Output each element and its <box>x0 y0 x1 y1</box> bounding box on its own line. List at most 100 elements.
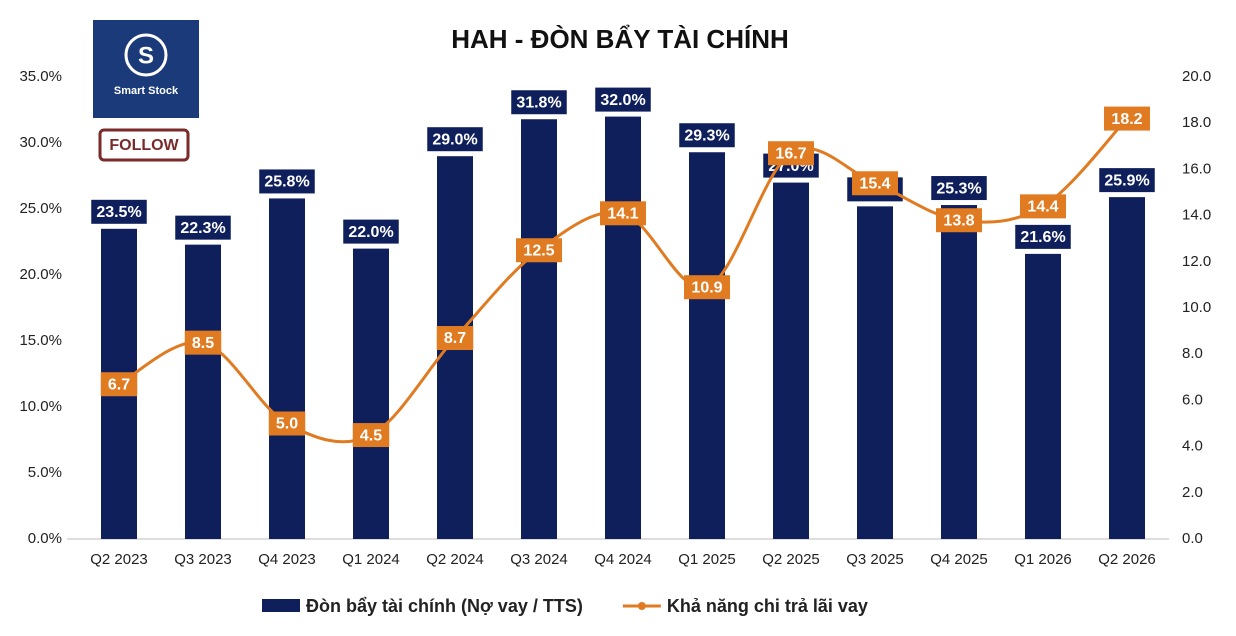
x-tick-label: Q2 2026 <box>1098 551 1156 568</box>
line-value-label: 14.4 <box>1027 199 1058 216</box>
x-tick-label: Q1 2024 <box>342 551 400 568</box>
line-value-label: 15.4 <box>859 175 890 192</box>
y2-tick-label: 20.0 <box>1182 68 1211 85</box>
line-value-label: 13.8 <box>943 212 974 229</box>
line-value-label-bg <box>352 423 390 448</box>
line-value-label: 10.9 <box>691 279 722 296</box>
bar <box>605 116 641 539</box>
bar <box>1109 197 1145 539</box>
bar <box>773 182 809 539</box>
line-value-label-bg <box>184 330 222 355</box>
y2-tick-label: 4.0 <box>1182 438 1203 455</box>
bar-value-label-bg <box>679 123 735 148</box>
line-value-label-bg <box>436 326 474 351</box>
bar-value-label: 32.0% <box>600 92 645 109</box>
y2-tick-label: 2.0 <box>1182 484 1203 501</box>
bar-value-label: 29.0% <box>432 131 477 148</box>
bar <box>941 205 977 540</box>
bar-value-label-bg <box>175 215 231 240</box>
bar-value-label-bg <box>931 176 987 201</box>
y2-tick-label: 16.0 <box>1182 160 1211 177</box>
bar-value-label-bg <box>595 87 651 112</box>
bar <box>353 248 389 539</box>
y-tick-label: 35.0% <box>19 68 62 85</box>
y2-tick-label: 0.0 <box>1182 530 1203 547</box>
bar-value-label: 31.8% <box>516 94 561 111</box>
y-tick-label: 5.0% <box>28 464 62 481</box>
x-tick-label: Q4 2024 <box>594 551 652 568</box>
y2-tick-label: 6.0 <box>1182 391 1203 408</box>
line-value-label-bg <box>936 208 982 233</box>
line-value-label: 16.7 <box>775 145 806 162</box>
bar-value-label-bg <box>1015 224 1071 249</box>
bar-value-label: 22.3% <box>180 220 225 237</box>
x-tick-label: Q3 2023 <box>174 551 232 568</box>
logo-s: S <box>138 42 154 69</box>
bar-value-label-bg <box>259 169 315 194</box>
y2-tick-label: 8.0 <box>1182 345 1203 362</box>
y2-tick-label: 10.0 <box>1182 299 1211 316</box>
line-value-label-bg <box>516 238 562 263</box>
bar-value-label: 25.8% <box>264 174 309 191</box>
bar <box>857 206 893 540</box>
line-value-label: 14.1 <box>607 206 638 223</box>
x-tick-label: Q2 2025 <box>762 551 820 568</box>
y-tick-label: 25.0% <box>19 200 62 217</box>
legend-swatch <box>262 599 300 612</box>
bar <box>185 244 221 539</box>
line-value-label-bg <box>1020 194 1066 219</box>
x-tick-label: Q3 2025 <box>846 551 904 568</box>
y-tick-label: 10.0% <box>19 398 62 415</box>
bar-value-label-bg <box>91 199 147 224</box>
x-tick-label: Q4 2023 <box>258 551 316 568</box>
line-value-label-bg <box>600 201 646 226</box>
chart-title: HAH - ĐÒN BẨY TÀI CHÍNH <box>451 24 789 54</box>
line-value-label: 4.5 <box>360 427 382 444</box>
bar <box>689 152 725 540</box>
bar-value-label: 29.3% <box>684 127 729 144</box>
bar-value-label-bg <box>343 219 399 244</box>
line-value-label-bg <box>852 171 898 196</box>
bar <box>1025 253 1061 539</box>
line-value-label-bg <box>768 141 814 166</box>
legend-label: Đòn bẩy tài chính (Nợ vay / TTS) <box>306 596 583 616</box>
y-tick-label: 15.0% <box>19 332 62 349</box>
x-tick-label: Q4 2025 <box>930 551 988 568</box>
y2-tick-label: 18.0 <box>1182 114 1211 131</box>
bar-value-label: 23.5% <box>96 204 141 221</box>
follow-text: FOLLOW <box>109 137 179 154</box>
line-value-label: 6.7 <box>108 376 130 393</box>
line-value-label: 5.0 <box>276 416 298 433</box>
line-value-label: 8.7 <box>444 330 466 347</box>
x-tick-label: Q3 2024 <box>510 551 568 568</box>
line-value-label-bg <box>684 275 730 300</box>
y2-tick-label: 12.0 <box>1182 253 1211 270</box>
bar-value-label-bg <box>427 127 483 152</box>
bar-value-label-bg <box>511 90 567 115</box>
legend-swatch <box>637 602 646 610</box>
line-value-label-bg <box>268 411 306 436</box>
line-value-label-bg <box>100 372 138 397</box>
bar-value-label: 22.0% <box>348 224 393 241</box>
y2-tick-label: 14.0 <box>1182 207 1211 224</box>
x-tick-label: Q2 2024 <box>426 551 484 568</box>
bar-value-label: 25.3% <box>936 180 981 197</box>
legend-label: Khả năng chi trả lãi vay <box>667 596 868 616</box>
logo-name: Smart Stock <box>114 85 179 97</box>
y-tick-label: 20.0% <box>19 266 62 283</box>
bar <box>521 119 557 540</box>
line-value-label: 8.5 <box>192 335 214 352</box>
bar-value-label: 21.6% <box>1020 229 1065 246</box>
line-value-label-bg <box>1104 106 1150 131</box>
bar-value-label: 25.9% <box>1104 172 1149 189</box>
x-tick-label: Q2 2023 <box>90 551 148 568</box>
y-tick-label: 0.0% <box>28 530 62 547</box>
logo-icon <box>124 33 168 77</box>
x-tick-label: Q1 2025 <box>678 551 736 568</box>
y-tick-label: 30.0% <box>19 134 62 151</box>
follow-button[interactable] <box>98 128 190 162</box>
bar-value-label-bg <box>1099 168 1155 193</box>
line-value-label: 18.2 <box>1111 111 1142 128</box>
